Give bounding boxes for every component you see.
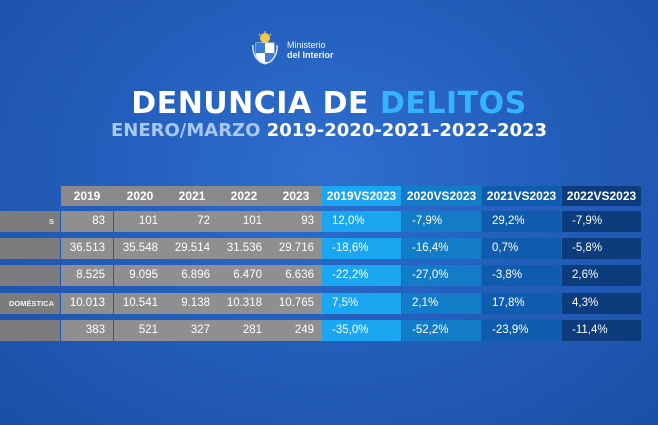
table-cell: 6.470 <box>218 265 270 286</box>
table-header-2022vs2023: 2022VS2023 <box>562 186 641 206</box>
table-pct-cell: 4,3% <box>562 293 641 314</box>
table-pct-cell: 0,7% <box>482 238 561 259</box>
table-pct-cell: -22,2% <box>322 265 401 286</box>
table-header-strip <box>61 186 322 206</box>
table-header-2023: 2023 <box>282 189 310 203</box>
table-cell: 83 <box>61 211 113 232</box>
table-cell: 31.536 <box>218 238 270 259</box>
table-cell: 249 <box>270 320 322 341</box>
table-pct-cell: -27,0% <box>402 265 481 286</box>
table-header-2020: 2020 <box>126 189 154 203</box>
table-pct-cell: 29,2% <box>482 211 561 232</box>
table-cell: 6.896 <box>166 265 218 286</box>
table-cell: 281 <box>218 320 270 341</box>
page-title: DENUNCIA DE DELITOS <box>0 88 658 120</box>
table-cell: 327 <box>166 320 218 341</box>
table-pct-cell: -52,2% <box>402 320 481 341</box>
table-pct-cell: -16,4% <box>402 238 481 259</box>
row-label <box>0 238 60 259</box>
table-pct-cell: 2,1% <box>402 293 481 314</box>
page-title-part1: DENUNCIA DE <box>131 86 380 121</box>
table-cell: 10.013 <box>61 293 113 314</box>
row-label: S <box>0 211 60 232</box>
table-pct-cell: 2,6% <box>562 265 641 286</box>
table-pct-cell: -3,8% <box>482 265 561 286</box>
table-pct-cell: -35,0% <box>322 320 401 341</box>
table-cell: 10.765 <box>270 293 322 314</box>
table-cell: 29.716 <box>270 238 322 259</box>
table-pct-cell: 12,0% <box>322 211 401 232</box>
ministry-name-line2: del Interior <box>287 50 334 60</box>
table-header-2019vs2023: 2019VS2023 <box>322 186 401 206</box>
table-cell: 10.318 <box>218 293 270 314</box>
table-pct-cell: -7,9% <box>402 211 481 232</box>
table-cell: 93 <box>270 211 322 232</box>
table-cell: 383 <box>61 320 113 341</box>
table-cell: 101 <box>114 211 166 232</box>
row-label: DOMÉSTICA <box>0 293 60 314</box>
table-pct-cell: 7,5% <box>322 293 401 314</box>
table-pct-cell: -23,9% <box>482 320 561 341</box>
table-cell: 9.138 <box>166 293 218 314</box>
table-header-2021vs2023: 2021VS2023 <box>482 186 561 206</box>
table-cell: 35.548 <box>114 238 166 259</box>
table-cell: 72 <box>166 211 218 232</box>
row-label <box>0 320 60 341</box>
table-pct-cell: 17,8% <box>482 293 561 314</box>
table-cell: 29.514 <box>166 238 218 259</box>
table-cell: 9.095 <box>114 265 166 286</box>
page-subtitle: ENERO/MARZO 2019-2020-2021-2022-2023 <box>0 121 658 141</box>
ministry-name: Ministerio del Interior <box>287 40 334 60</box>
table-cell: 6.636 <box>270 265 322 286</box>
table-cell: 521 <box>114 320 166 341</box>
ministry-logo: Ministerio del Interior <box>250 31 360 67</box>
table-header-2019: 2019 <box>73 189 101 203</box>
table-cell: 101 <box>218 211 270 232</box>
page-title-part2: DELITOS <box>379 86 527 121</box>
ministry-name-line1: Ministerio <box>287 40 326 50</box>
row-label <box>0 265 60 286</box>
table-cell: 10.541 <box>114 293 166 314</box>
table-header-2021: 2021 <box>178 189 206 203</box>
table-header-2022: 2022 <box>230 189 258 203</box>
table-pct-cell: -5,8% <box>562 238 641 259</box>
table-cell: 8.525 <box>61 265 113 286</box>
subtitle-years: 2019-2020-2021-2022-2023 <box>266 120 548 141</box>
table-pct-cell: -7,9% <box>562 211 641 232</box>
table-header-2020vs2023: 2020VS2023 <box>402 186 481 206</box>
table-cell: 36.513 <box>61 238 113 259</box>
table-pct-cell: -11,4% <box>562 320 641 341</box>
coat-of-arms-icon <box>252 31 278 65</box>
subtitle-prefix: ENERO/MARZO <box>110 120 267 141</box>
table-pct-cell: -18,6% <box>322 238 401 259</box>
